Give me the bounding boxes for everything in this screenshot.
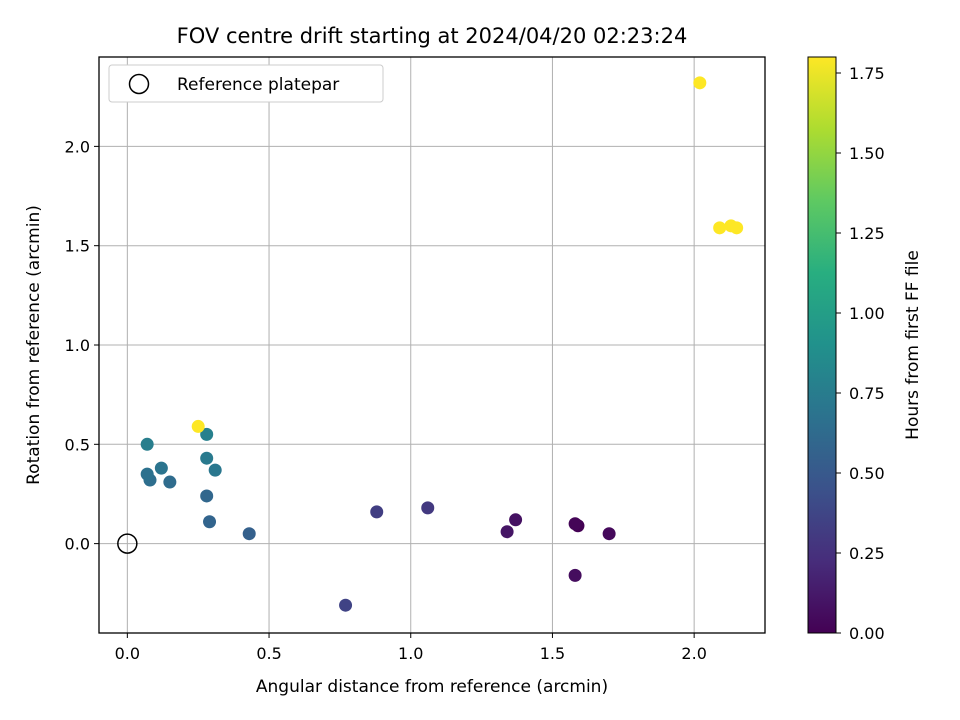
y-tick-label: 0.0 <box>65 535 90 554</box>
legend: Reference platepar <box>108 64 384 103</box>
y-tick-label: 1.0 <box>65 336 90 355</box>
data-point <box>500 525 514 539</box>
data-point <box>693 76 707 90</box>
reference-platepar-marker <box>117 533 138 554</box>
colorbar-tick-label: 0.25 <box>849 544 885 563</box>
grid-lines <box>99 57 765 633</box>
colorbar-tick-label: 1.00 <box>849 304 885 323</box>
legend-box <box>108 64 384 103</box>
colorbar-ticks: 0.00 0.25 0.50 0.75 1.00 1.25 1.50 1.75 <box>836 64 885 643</box>
chart-title: FOV centre drift starting at 2024/04/20 … <box>177 24 688 48</box>
data-point <box>568 517 582 531</box>
colorbar-label: Hours from first FF file <box>903 250 923 440</box>
colorbar-tick-label: 1.75 <box>849 64 885 83</box>
colorbar-tick-label: 0.00 <box>849 624 885 643</box>
data-point <box>140 467 154 481</box>
colorbar-gradient <box>807 56 837 634</box>
data-point <box>568 568 582 582</box>
data-point <box>191 419 205 433</box>
x-tick-label: 1.0 <box>398 644 423 663</box>
colorbar: 0.00 0.25 0.50 0.75 1.00 1.25 1.50 1.75 Hours f… <box>807 56 923 643</box>
x-tick-label: 0.5 <box>256 644 281 663</box>
data-point <box>509 513 523 527</box>
data-point <box>208 463 222 477</box>
x-tick-label: 0.0 <box>115 644 140 663</box>
data-point <box>370 505 384 519</box>
data-point <box>730 221 744 235</box>
y-axis-ticks: 0.0 0.5 1.0 1.5 2.0 <box>65 137 99 554</box>
colorbar-tick-label: 1.50 <box>849 144 885 163</box>
x-tick-label: 1.5 <box>540 644 565 663</box>
x-tick-label: 2.0 <box>681 644 706 663</box>
colorbar-tick-label: 1.25 <box>849 224 885 243</box>
y-axis-label: Rotation from reference (arcmin) <box>24 205 44 485</box>
x-axis-ticks: 0.0 0.5 1.0 1.5 2.0 <box>115 633 707 663</box>
data-point <box>163 475 177 489</box>
data-point <box>713 221 727 235</box>
legend-label-reference: Reference platepar <box>177 75 339 95</box>
x-axis-label: Angular distance from reference (arcmin) <box>256 677 608 697</box>
colorbar-tick-label: 0.75 <box>849 384 885 403</box>
scatter-points <box>117 76 744 612</box>
data-point <box>242 527 256 541</box>
data-point <box>200 427 214 441</box>
y-tick-label: 1.5 <box>65 237 90 256</box>
data-point <box>602 527 616 541</box>
colorbar-tick-label: 0.50 <box>849 464 885 483</box>
data-point <box>140 437 154 451</box>
y-tick-label: 0.5 <box>65 435 90 454</box>
data-point <box>200 451 214 465</box>
data-point <box>203 515 217 529</box>
data-point <box>421 501 435 515</box>
data-point <box>200 489 214 503</box>
legend-marker-reference <box>128 73 150 95</box>
data-point <box>154 461 168 475</box>
data-point <box>339 598 353 612</box>
y-tick-label: 2.0 <box>65 137 90 156</box>
